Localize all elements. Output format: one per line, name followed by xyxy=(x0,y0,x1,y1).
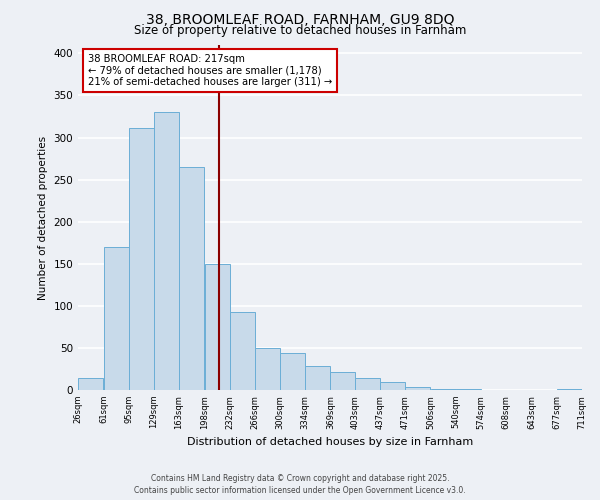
Bar xyxy=(380,382,406,390)
X-axis label: Distribution of detached houses by size in Farnham: Distribution of detached houses by size … xyxy=(187,437,473,447)
Bar xyxy=(557,389,582,390)
Text: Size of property relative to detached houses in Farnham: Size of property relative to detached ho… xyxy=(134,24,466,37)
Bar xyxy=(305,366,329,390)
Bar xyxy=(355,378,380,390)
Bar xyxy=(205,264,230,390)
Bar xyxy=(230,312,254,390)
Bar xyxy=(179,167,204,390)
Bar xyxy=(331,372,355,390)
Text: Contains HM Land Registry data © Crown copyright and database right 2025.
Contai: Contains HM Land Registry data © Crown c… xyxy=(134,474,466,495)
Y-axis label: Number of detached properties: Number of detached properties xyxy=(38,136,48,300)
Bar xyxy=(406,388,430,390)
Bar xyxy=(431,389,456,390)
Bar xyxy=(154,112,179,390)
Bar xyxy=(280,353,305,390)
Text: 38, BROOMLEAF ROAD, FARNHAM, GU9 8DQ: 38, BROOMLEAF ROAD, FARNHAM, GU9 8DQ xyxy=(146,12,454,26)
Bar xyxy=(78,378,103,390)
Bar xyxy=(254,348,280,390)
Bar xyxy=(104,247,129,390)
Text: 38 BROOMLEAF ROAD: 217sqm
← 79% of detached houses are smaller (1,178)
21% of se: 38 BROOMLEAF ROAD: 217sqm ← 79% of detac… xyxy=(88,54,332,87)
Bar xyxy=(129,128,154,390)
Bar xyxy=(456,389,481,390)
